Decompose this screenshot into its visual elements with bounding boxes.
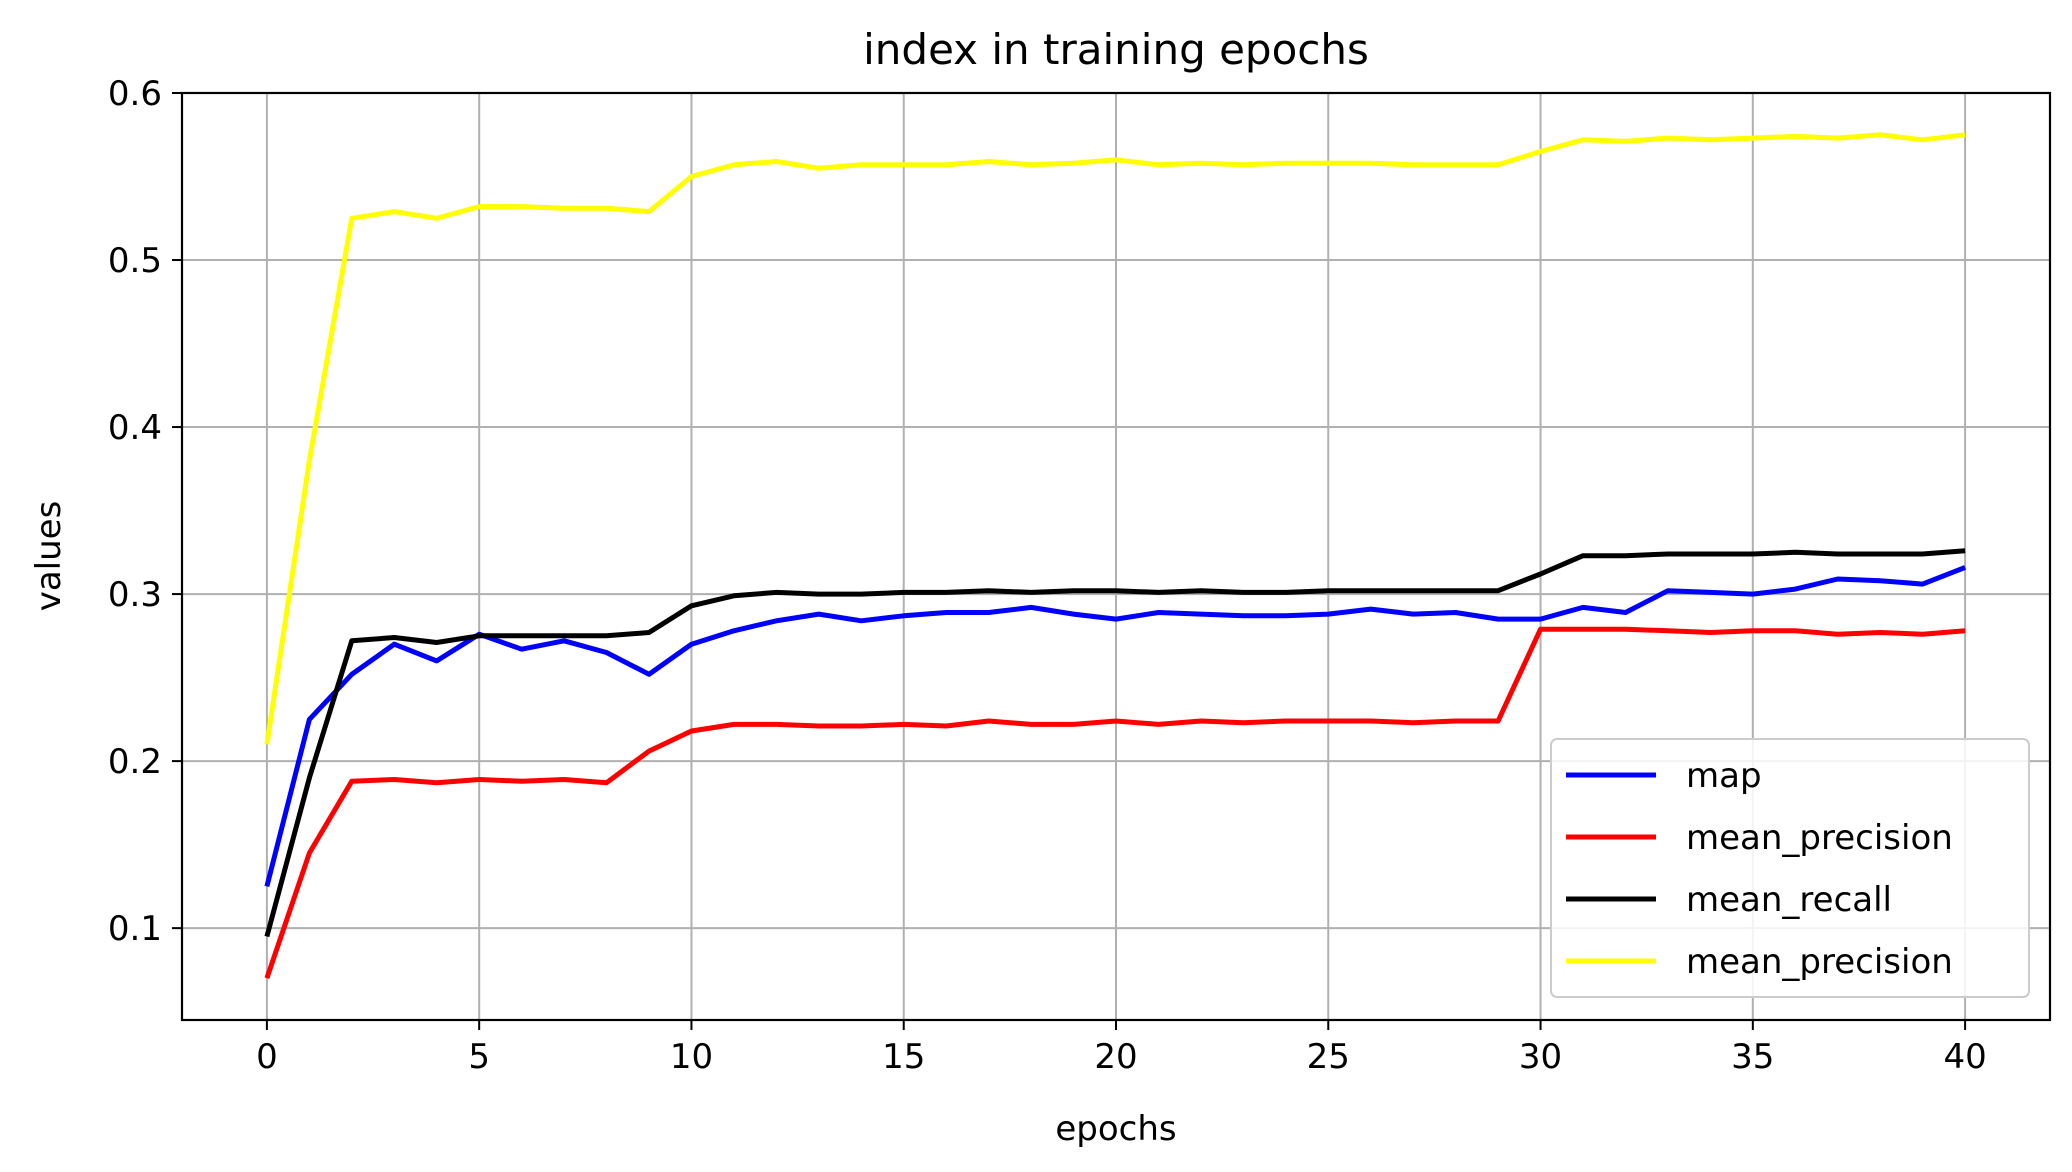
y-tick-label: 0.6: [108, 74, 162, 114]
y-axis-label: values: [29, 501, 69, 612]
y-tick-label: 0.1: [108, 909, 162, 949]
legend-label: map: [1686, 756, 1762, 796]
x-tick-label: 0: [256, 1037, 278, 1077]
series-line-mean-precision-ffff00: [264, 132, 1966, 745]
series-lines: [264, 132, 1967, 980]
series-line-map-0000ff: [264, 565, 1967, 888]
y-tick-label: 0.4: [108, 408, 162, 448]
y-tick-label: 0.5: [108, 241, 162, 281]
x-tick-label: 10: [670, 1037, 713, 1077]
chart-title: index in training epochs: [863, 25, 1369, 74]
series-line-mean-precision-ff0000: [264, 626, 1966, 980]
series-line-mean-recall-000000: [264, 548, 1966, 938]
legend-box: [1550, 738, 2030, 998]
x-tick-label: 35: [1731, 1037, 1774, 1077]
legend-label: mean_recall: [1686, 880, 1892, 920]
x-tick-label: 30: [1519, 1037, 1562, 1077]
y-tick-label: 0.2: [108, 742, 162, 782]
axis-ticks: 0 5 10 15 20 25 30 35 40 0.1 0.2 0.3 0.4 0.5 0.6: [108, 74, 1987, 1077]
x-tick-label: 25: [1307, 1037, 1350, 1077]
x-tick-label: 5: [468, 1037, 490, 1077]
legend: map mean_precision mean_recall mean_precisi…: [1550, 738, 2030, 998]
x-axis-label: epochs: [1055, 1109, 1176, 1149]
x-tick-label: 40: [1943, 1037, 1986, 1077]
x-tick-label: 15: [882, 1037, 925, 1077]
legend-label: mean_precision: [1686, 818, 1953, 858]
x-tick-label: 20: [1094, 1037, 1137, 1077]
y-tick-label: 0.3: [108, 575, 162, 615]
legend-label: mean_precision: [1686, 942, 1953, 982]
